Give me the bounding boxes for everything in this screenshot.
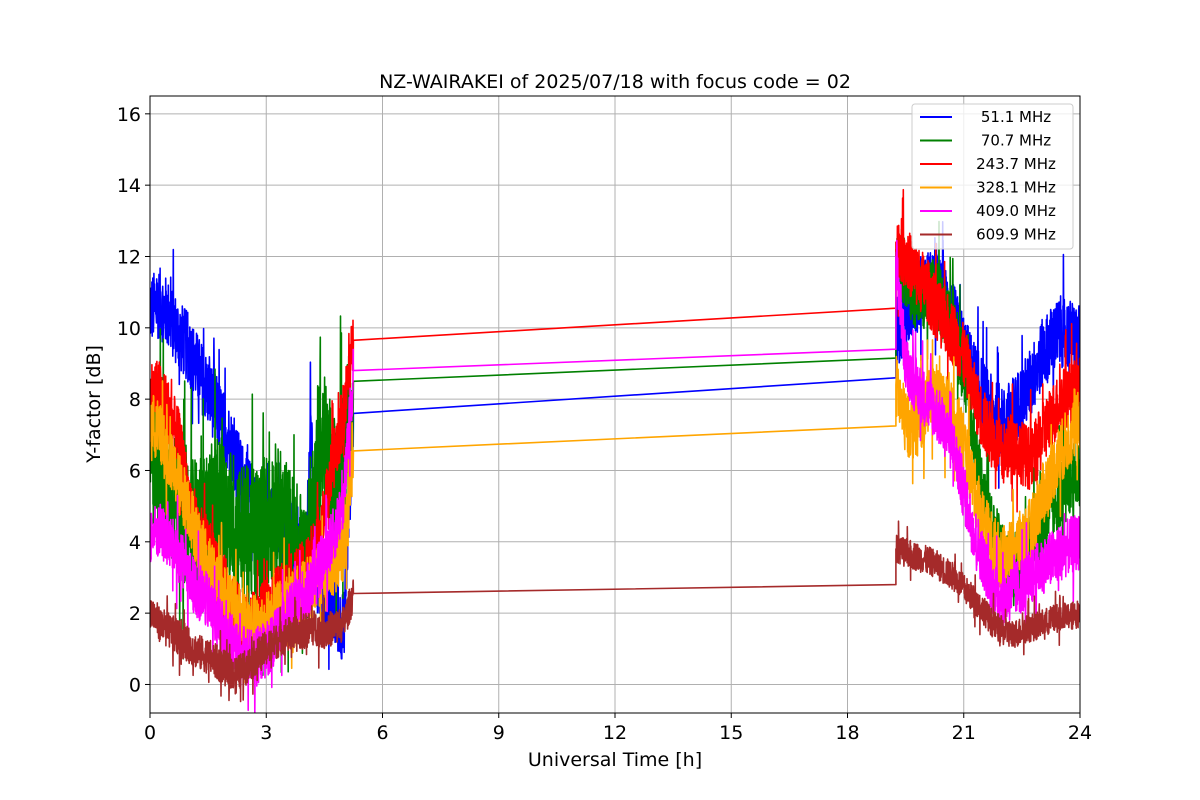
legend-box	[911, 103, 1074, 250]
legend: 51.1 MHz 70.7 MHz 243.7 MHz 328.1 MHz 409.0 …	[911, 103, 1074, 250]
y-tick-label-4: 8	[129, 389, 141, 411]
legend-label-5: 609.9 MHz	[976, 226, 1056, 244]
x-tick-label-8: 24	[1068, 722, 1092, 744]
legend-label-1: 70.7 MHz	[981, 132, 1051, 150]
y-tick-label-1: 2	[129, 603, 141, 625]
x-tick-label-6: 18	[835, 722, 859, 744]
chart-title: NZ-WAIRAKEI of 2025/07/18 with focus cod…	[379, 71, 851, 93]
y-tick-label-6: 12	[117, 246, 141, 268]
x-tick-label-5: 15	[719, 722, 743, 744]
y-tick-label-3: 6	[129, 460, 141, 482]
x-tick-label-2: 6	[376, 722, 388, 744]
series-5	[150, 520, 1080, 703]
series-line-5	[150, 520, 1080, 703]
legend-label-4: 409.0 MHz	[976, 202, 1056, 220]
y-tick-label-0: 0	[129, 674, 141, 696]
y-tick-label-7: 14	[117, 175, 141, 197]
y-tick-label-2: 4	[129, 532, 141, 554]
x-tick-label-0: 0	[144, 722, 156, 744]
y-tick-label-5: 10	[117, 318, 141, 340]
legend-label-0: 51.1 MHz	[981, 108, 1051, 126]
legend-label-3: 328.1 MHz	[976, 179, 1056, 197]
x-axis-title: Universal Time [h]	[528, 749, 702, 771]
series-layer	[150, 188, 1080, 713]
x-tick-label-3: 9	[493, 722, 505, 744]
x-tick-label-4: 12	[603, 722, 627, 744]
y-tick-label-8: 16	[117, 104, 141, 126]
y-axis-title: Y-factor [dB]	[83, 345, 105, 464]
x-tick-label-1: 3	[260, 722, 272, 744]
x-tick-label-7: 21	[952, 722, 976, 744]
legend-label-2: 243.7 MHz	[976, 155, 1056, 173]
